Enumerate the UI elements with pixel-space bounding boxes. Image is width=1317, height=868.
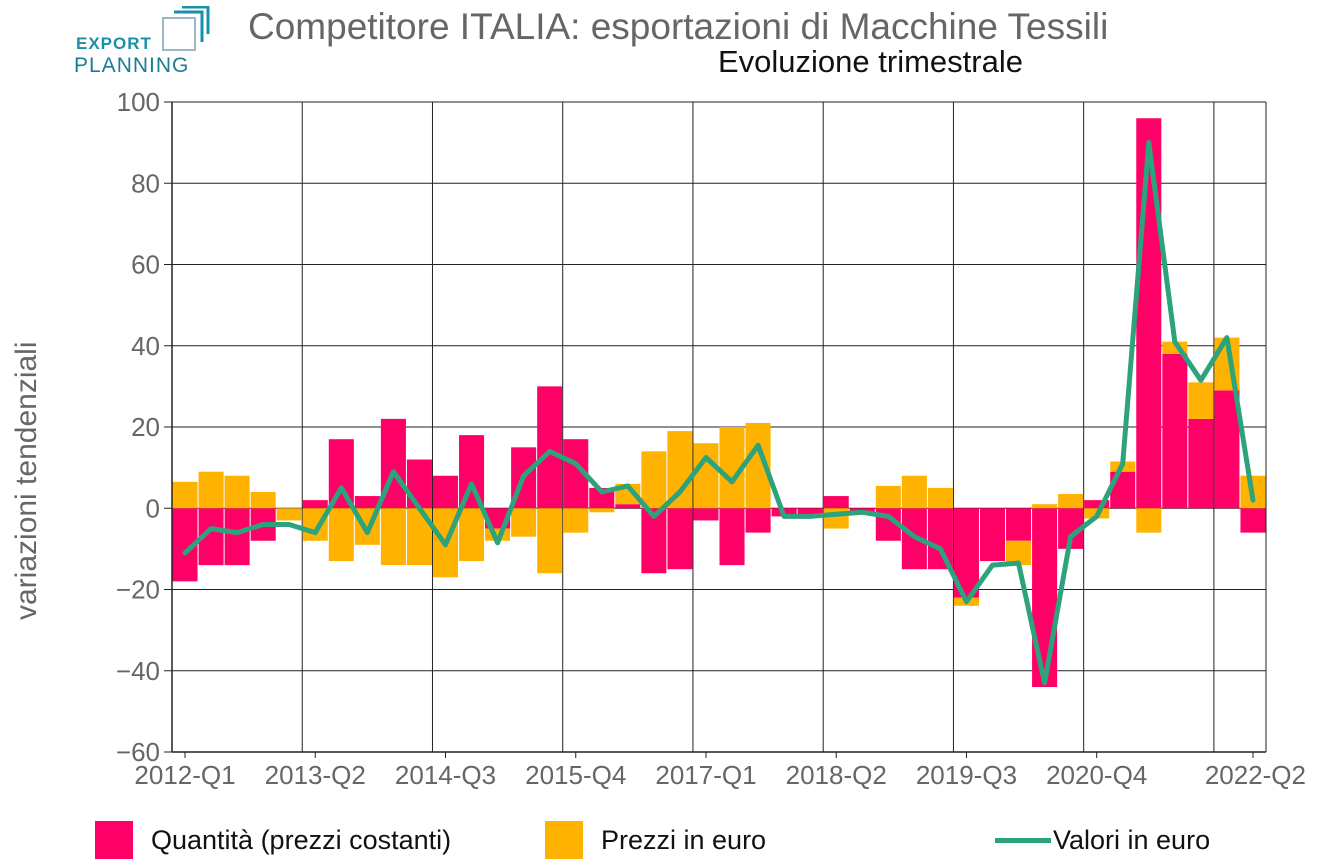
- x-tick-label: 2022-Q2: [1205, 760, 1306, 790]
- x-tick-label: 2013-Q2: [265, 760, 366, 790]
- legend-line-valori: [995, 837, 1051, 843]
- legend-label-valori: Valori in euro: [1053, 824, 1211, 855]
- logo-squares-icon: [162, 6, 210, 51]
- bar-quantita: [615, 504, 641, 509]
- y-tick-label: 100: [117, 87, 160, 117]
- bar-prezzi: [1136, 508, 1162, 533]
- bar-prezzi: [537, 508, 563, 574]
- bar-prezzi: [901, 475, 927, 509]
- bar-prezzi: [380, 508, 406, 566]
- bar-prezzi: [511, 508, 537, 537]
- bar-prezzi: [1188, 382, 1214, 419]
- axes: −60 −40 −20 0 20 40 60 80 100 2012-Q1 2013-Q2 2014-…: [116, 87, 1306, 790]
- bar-quantita: [1188, 418, 1214, 509]
- chart-subtitle: Evoluzione trimestrale: [718, 44, 1023, 79]
- bar-quantita: [719, 508, 745, 566]
- legend-item-valori: Valori in euro: [995, 818, 1210, 862]
- x-tick-label: 2012-Q1: [134, 760, 235, 790]
- bar-prezzi: [875, 485, 901, 509]
- bar-quantita: [1214, 390, 1240, 509]
- bar-quantita: [1032, 508, 1058, 687]
- bar-quantita: [1162, 353, 1188, 509]
- bar-quantita: [823, 496, 849, 509]
- bar-prezzi: [693, 443, 719, 509]
- bar-quantita: [641, 508, 667, 574]
- bar-quantita: [1084, 500, 1110, 509]
- x-tick-label: 2015-Q4: [525, 760, 626, 790]
- bar-quantita: [693, 508, 719, 521]
- bar-quantita: [432, 475, 459, 509]
- line-valori: [182, 140, 1256, 686]
- bar-quantita: [979, 508, 1006, 562]
- bar-prezzi: [667, 431, 693, 509]
- bar-quantita: [1240, 508, 1266, 533]
- y-tick-label: 80: [131, 168, 160, 198]
- y-tick-label: 20: [131, 412, 160, 442]
- bar-prezzi: [641, 451, 667, 509]
- y-tick-label: 40: [131, 331, 160, 361]
- logo-planning-text: PLANNING: [74, 54, 190, 77]
- bar-prezzi: [589, 508, 615, 513]
- legend-swatch-quantita: [95, 821, 133, 859]
- legend-swatch-prezzi: [545, 821, 583, 859]
- bar-layer: [172, 118, 1266, 687]
- bar-quantita: [459, 435, 485, 509]
- bar-quantita: [302, 500, 328, 509]
- bar-quantita: [927, 508, 953, 570]
- bar-prezzi: [198, 471, 224, 509]
- bar-quantita: [354, 496, 380, 509]
- y-tick-label: −60: [116, 737, 160, 767]
- bar-prezzi: [276, 508, 302, 521]
- line-layer: [182, 140, 1256, 686]
- bar-prezzi: [172, 481, 198, 509]
- bar-quantita: [797, 508, 823, 517]
- bar-prezzi: [1032, 504, 1058, 509]
- grid: [171, 101, 1267, 753]
- bar-prezzi: [328, 508, 354, 562]
- bar-prezzi: [224, 475, 250, 509]
- bar-quantita: [537, 386, 563, 509]
- legend-label-quantita: Quantità (prezzi costanti): [151, 824, 452, 855]
- bar-quantita: [667, 508, 693, 570]
- y-tick-label: 60: [131, 250, 160, 280]
- y-tick-label: 0: [146, 493, 160, 523]
- x-tick-label: 2018-Q2: [786, 760, 887, 790]
- bar-quantita: [328, 439, 354, 509]
- bar-prezzi: [250, 492, 276, 509]
- bar-quantita: [406, 459, 432, 509]
- chart-title: Competitore ITALIA: esportazioni di Macc…: [248, 6, 1109, 47]
- y-tick-label: −40: [116, 656, 160, 686]
- bar-quantita: [224, 508, 250, 566]
- logo-export-text: EXPORT: [76, 34, 152, 53]
- x-tick-label: 2017-Q1: [655, 760, 756, 790]
- bar-prezzi: [563, 508, 589, 533]
- bar-quantita: [745, 508, 771, 533]
- bar-prezzi: [1058, 494, 1084, 509]
- bar-quantita: [1006, 508, 1032, 541]
- x-tick-label: 2020-Q4: [1046, 760, 1147, 790]
- legend-label-prezzi: Prezzi in euro: [601, 824, 767, 855]
- y-axis-label: variazioni tendenziali: [10, 341, 43, 621]
- x-tick-label: 2014-Q3: [395, 760, 496, 790]
- export-planning-logo: EXPORT PLANNING: [74, 6, 214, 78]
- bar-quantita: [1136, 118, 1162, 509]
- y-tick-label: −20: [116, 575, 160, 605]
- bar-prezzi: [927, 487, 953, 509]
- legend-item-prezzi: Prezzi in euro: [545, 818, 766, 862]
- legend-item-quantita: Quantità (prezzi costanti): [95, 818, 451, 862]
- bar-prezzi: [459, 508, 485, 562]
- x-tick-label: 2019-Q3: [916, 760, 1017, 790]
